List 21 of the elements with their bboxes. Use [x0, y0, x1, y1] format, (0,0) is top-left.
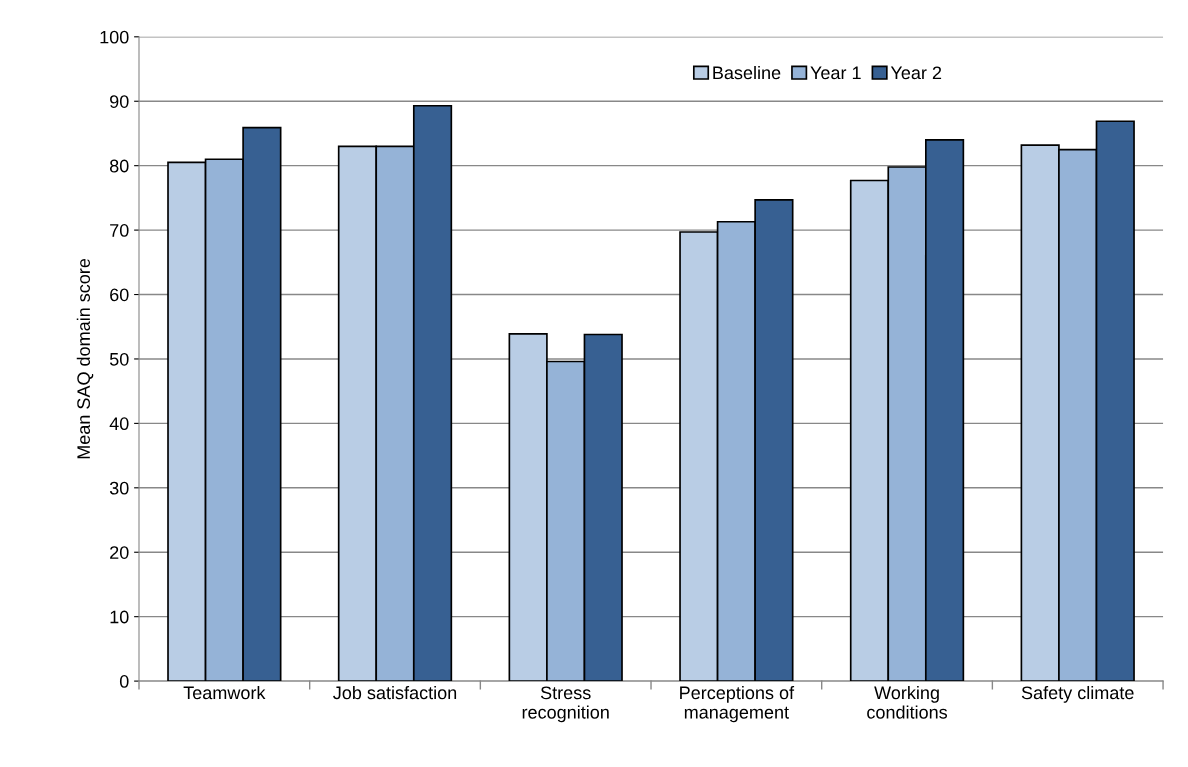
y-tick-label: 30 — [109, 481, 129, 495]
x-tick-label: Stress recognition — [522, 686, 609, 723]
legend-label: Year 1 — [810, 66, 861, 80]
y-axis-title: Mean SAQ domain score — [76, 258, 94, 459]
y-tick-label: 40 — [109, 417, 129, 431]
y-tick-label: 20 — [110, 546, 129, 559]
y-tick-label: 0 — [119, 675, 129, 688]
y-tick-label: 80 — [109, 159, 129, 173]
y-tick-label: 70 — [110, 224, 129, 237]
y-tick-label: 100 — [100, 30, 129, 44]
x-tick-label: Safety climate — [1021, 685, 1134, 703]
x-tick-label: Working conditions — [867, 685, 948, 719]
legend-label: Baseline — [713, 65, 781, 80]
y-tick-label: 10 — [110, 610, 129, 624]
y-tick-label: 50 — [109, 352, 129, 366]
y-tick-label: 90 — [110, 95, 129, 108]
y-tick-label: 60 — [110, 288, 129, 302]
x-tick-label: Teamwork — [183, 685, 266, 700]
x-tick-label: Perceptions of management — [680, 685, 795, 723]
x-tick-label: Job satisfaction — [333, 685, 457, 700]
legend-label: Year 2 — [890, 66, 942, 80]
